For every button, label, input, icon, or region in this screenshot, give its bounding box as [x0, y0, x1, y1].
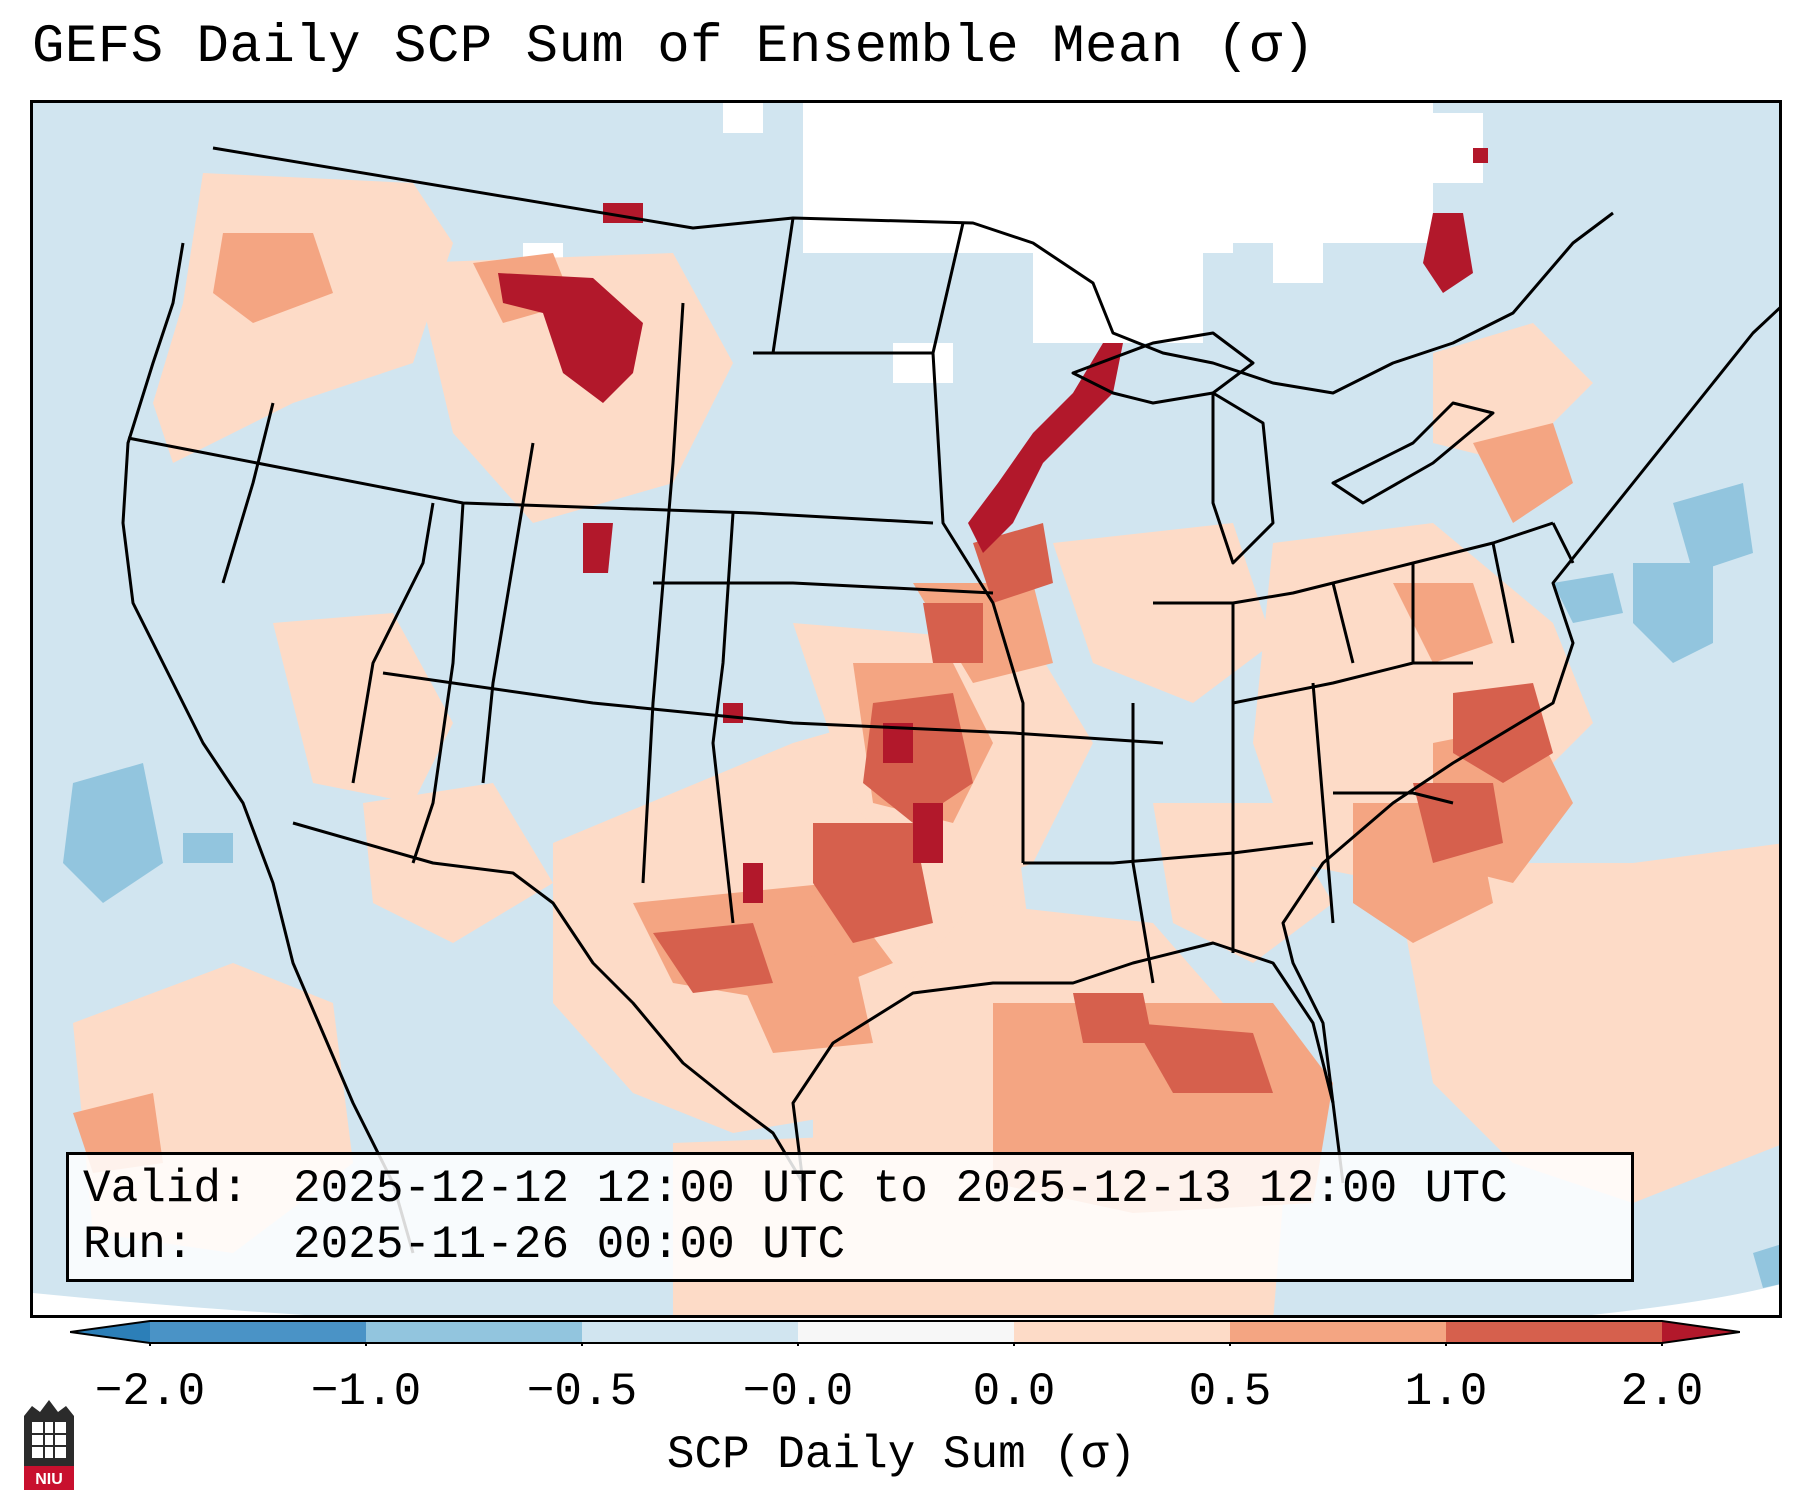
colorbar-tick-label: −0.0: [742, 1366, 854, 1418]
colorbar-tick-label: 0.5: [1188, 1366, 1272, 1418]
niu-logo-icon: NIU: [24, 1400, 74, 1490]
domain-edge-se: [1591, 1284, 1779, 1315]
valid-value: 2025-12-12 12:00 UTC to 2025-12-13 12:00…: [293, 1163, 1508, 1215]
valid-row: Valid: 2025-12-12 12:00 UTC to 2025-12-13…: [83, 1161, 1631, 1217]
run-value: 2025-11-26 00:00 UTC: [293, 1219, 846, 1271]
colorbar-bin-1: [150, 1321, 366, 1343]
colorbar-tick-label: −0.5: [526, 1366, 638, 1418]
boundaries: [121, 146, 1779, 1254]
map-canvas: [33, 103, 1779, 1315]
colorbar-bin-3: [582, 1321, 798, 1343]
valid-label: Valid:: [83, 1163, 249, 1215]
colorbar-extend-high: [1662, 1321, 1740, 1343]
colorbar-bin-5: [1014, 1321, 1230, 1343]
colorbar-bin-7: [1446, 1321, 1662, 1343]
map-panel: [30, 100, 1782, 1318]
field-negative: [63, 483, 1779, 1288]
colorbar-extend-low: [70, 1321, 150, 1343]
field-near-zero: [523, 103, 1483, 383]
field-positive-extreme: [498, 148, 1488, 903]
colorbar-tick-label: 0.0: [972, 1366, 1056, 1418]
run-label: Run:: [83, 1219, 194, 1271]
colorbar: [70, 1320, 1740, 1346]
run-row: Run: 2025-11-26 00:00 UTC: [83, 1217, 1631, 1273]
colorbar-bin-4: [798, 1321, 1014, 1343]
chart-title: GEFS Daily SCP Sum of Ensemble Mean (σ): [32, 17, 1316, 78]
colorbar-tick-label: −2.0: [94, 1366, 206, 1418]
field-positive-strong: [653, 523, 1553, 1093]
valid-run-info-box: Valid: 2025-12-12 12:00 UTC to 2025-12-13…: [66, 1152, 1634, 1282]
colorbar-tick-label: 2.0: [1620, 1366, 1704, 1418]
colorbar-tick-marks: [149, 1343, 1663, 1346]
colorbar-label: SCP Daily Sum (σ): [666, 1429, 1137, 1481]
colorbar-tick-label: −1.0: [310, 1366, 422, 1418]
colorbar-bin-6: [1230, 1321, 1446, 1343]
domain-edge-sw: [33, 1293, 305, 1315]
colorbar-tick-label: 1.0: [1404, 1366, 1488, 1418]
logo-text: NIU: [35, 1471, 63, 1488]
colorbar-bin-2: [366, 1321, 582, 1343]
